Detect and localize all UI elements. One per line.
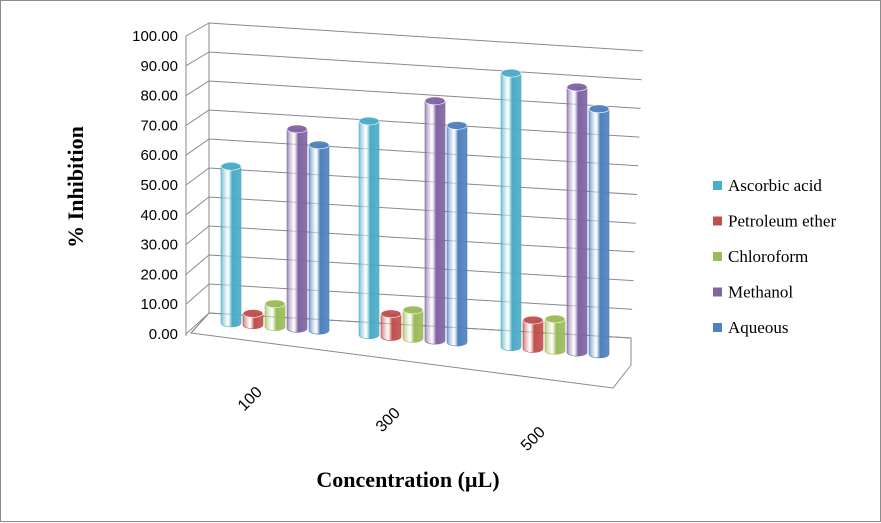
bar-aqueous-500 (588, 104, 610, 359)
bar-body (446, 125, 468, 347)
y-tick-label: 50.00 (140, 177, 178, 194)
gridline (185, 51, 642, 81)
x-axis-title: Concentration (µL) (316, 467, 499, 492)
bar-cap (402, 305, 424, 315)
bar-chloroform-300 (402, 305, 424, 343)
y-tick-label: 30.00 (140, 237, 178, 254)
y-tick-label: 100.00 (132, 28, 178, 45)
bar-cap (220, 161, 242, 171)
bar-body (286, 128, 308, 333)
y-tick-label: 90.00 (140, 58, 178, 75)
bar-body (402, 309, 424, 343)
legend-swatch (713, 323, 722, 332)
legend-entry: Chloroform (728, 247, 808, 266)
legend-swatch (713, 287, 722, 297)
y-tick-label: 0.00 (149, 326, 178, 343)
bar-cap (544, 314, 566, 324)
x-tick-label: 300 (373, 405, 404, 436)
bar-petroleum-ether-100 (242, 309, 264, 330)
bar-cap (566, 82, 588, 92)
bar-cap (446, 121, 468, 130)
bar-petroleum-ether-300 (380, 309, 402, 341)
legend: Ascorbic acid Petroleum ether Chloroform Me… (713, 176, 836, 337)
bars (220, 68, 610, 359)
bar-ascorbic-acid-100 (220, 161, 242, 328)
bar-body (220, 165, 242, 328)
y-tick-label: 60.00 (140, 147, 178, 164)
bar-cap (308, 140, 330, 150)
bar-body (358, 120, 380, 340)
y-tick-label: 70.00 (140, 117, 178, 134)
bar-methanol-300 (424, 96, 446, 345)
bar-body (522, 319, 544, 353)
x-tick-label: 500 (518, 424, 549, 455)
legend-swatch (713, 252, 722, 261)
y-axis-title: % Inhibition (63, 126, 88, 248)
x-tick-label: 100 (235, 384, 266, 415)
bar-cap (264, 299, 286, 309)
bar-cap (242, 309, 264, 318)
y-tick-label: 40.00 (140, 207, 178, 224)
bar-body (264, 303, 286, 331)
bar-body (544, 318, 566, 355)
bar-methanol-100 (286, 124, 308, 333)
gridline (185, 109, 640, 138)
bar-body (242, 313, 264, 330)
legend-entry: Ascorbic acid (728, 176, 822, 195)
bar-cap (380, 309, 402, 319)
gridline (185, 167, 638, 195)
bar-cap (588, 104, 610, 114)
y-tick-label: 20.00 (140, 266, 178, 283)
legend-entry: Methanol (728, 283, 793, 302)
gridlines (185, 22, 644, 339)
bar-body (500, 72, 522, 352)
legend-swatch (713, 216, 722, 226)
legend-entry: Aqueous (728, 318, 788, 337)
legend-swatch (713, 181, 722, 190)
x-axis-ticks: 100 300 500 (235, 384, 549, 455)
gridline (185, 22, 644, 52)
bar-cap (358, 116, 380, 126)
bar-body (588, 108, 610, 359)
gridline (185, 312, 632, 339)
bar-body (308, 144, 330, 335)
y-tick-label: 10.00 (140, 296, 178, 313)
bar-body (380, 313, 402, 341)
y-axis-ticks: 0.00 10.00 20.00 30.00 40.00 50.00 60.00 70.00 8… (132, 28, 178, 343)
bar-chloroform-500 (544, 314, 566, 355)
bar-methanol-500 (566, 82, 588, 357)
gridline (185, 196, 636, 224)
legend-entry: Petroleum ether (728, 212, 836, 231)
bar-cap (286, 124, 308, 134)
bar-ascorbic-acid-500 (500, 68, 522, 352)
bar-chloroform-100 (264, 299, 286, 331)
bar-body (424, 100, 446, 345)
y-tick-label: 80.00 (140, 88, 178, 105)
bar-body (566, 86, 588, 357)
bar-ascorbic-acid-300 (358, 116, 380, 340)
bar-petroleum-ether-500 (522, 315, 544, 353)
bar-aqueous-300 (446, 121, 468, 347)
gridline (185, 254, 634, 282)
bar-aqueous-100 (308, 140, 330, 335)
bar-cap (500, 68, 522, 78)
gridline (185, 80, 641, 109)
gridline (185, 283, 633, 310)
bar-cap (424, 96, 446, 106)
bar-cap (522, 315, 544, 325)
gridline (185, 225, 635, 253)
gridline (185, 138, 639, 167)
